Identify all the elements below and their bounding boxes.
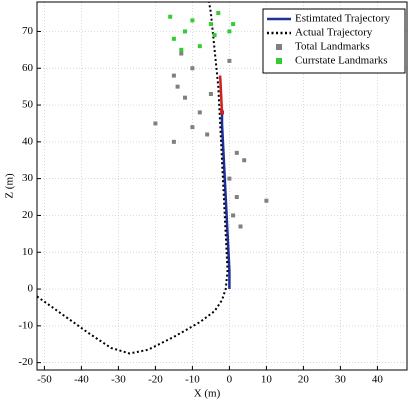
x-axis-label: X (m) <box>194 388 221 400</box>
legend-swatch <box>276 44 282 50</box>
landmark-point <box>234 195 239 200</box>
landmark-point <box>168 14 173 19</box>
landmark-point <box>220 110 224 115</box>
y-tick-label: 40 <box>22 135 34 147</box>
y-tick-label: 10 <box>22 246 34 258</box>
series-line <box>220 112 231 290</box>
landmark-point <box>153 121 158 126</box>
landmark-point <box>234 150 239 155</box>
landmark-point <box>231 22 236 27</box>
landmark-point <box>183 29 187 34</box>
landmark-point <box>171 36 176 41</box>
landmark-point <box>242 158 247 163</box>
y-tick-label: 50 <box>22 99 34 111</box>
y-axis-label: Z (m) <box>4 173 16 199</box>
series-line <box>37 2 229 355</box>
y-tick-label: 0 <box>28 283 34 295</box>
axes-box <box>36 1 408 371</box>
landmark-point <box>179 51 184 56</box>
landmark-point <box>171 139 176 144</box>
landmark-point <box>227 58 232 63</box>
y-tick-label: 70 <box>22 25 34 37</box>
landmark-point <box>205 132 210 137</box>
landmark-point <box>183 95 187 100</box>
x-tick-label: 30 <box>335 374 347 386</box>
legend-label: Total Landmarks <box>295 41 370 53</box>
series-line <box>218 75 224 113</box>
x-tick-label: 40 <box>372 374 384 386</box>
legend-label: Estimtated Trajectory <box>295 13 391 25</box>
landmark-point <box>197 110 202 115</box>
x-tick-label: -30 <box>111 374 126 386</box>
y-tick-label: 60 <box>22 62 34 74</box>
landmark-point <box>208 92 213 96</box>
y-tick-label: -20 <box>18 356 33 368</box>
landmark-point <box>264 198 269 203</box>
plot <box>37 2 269 355</box>
landmark-point <box>216 11 221 16</box>
landmark-point <box>179 47 184 52</box>
legend-swatch <box>276 58 282 64</box>
legend-label: Actual Trajectory <box>295 27 373 39</box>
landmark-point <box>238 224 243 229</box>
x-tick-label: -10 <box>185 374 200 386</box>
landmark-point <box>208 22 213 27</box>
landmark-point <box>227 176 232 181</box>
x-tick-label: 10 <box>261 374 273 386</box>
y-tick-label: 30 <box>22 172 34 184</box>
landmark-point <box>190 66 195 71</box>
landmark-point <box>190 18 195 23</box>
landmark-point <box>171 73 176 78</box>
landmark-point <box>227 29 232 34</box>
landmark-point <box>231 213 236 218</box>
x-tick-label: -50 <box>37 374 52 386</box>
x-tick-label: 20 <box>298 374 310 386</box>
landmark-point <box>212 33 217 38</box>
x-tick-label: -40 <box>74 374 89 386</box>
landmark-point <box>197 44 202 49</box>
y-tick-label: 20 <box>22 209 34 221</box>
landmark-point <box>190 125 195 130</box>
x-tick-label: -20 <box>148 374 163 386</box>
landmark-point <box>175 84 180 89</box>
x-tick-label: 0 <box>227 374 233 386</box>
y-tick-label: -10 <box>18 319 33 331</box>
legend-label: Currstate Landmarks <box>295 55 388 67</box>
